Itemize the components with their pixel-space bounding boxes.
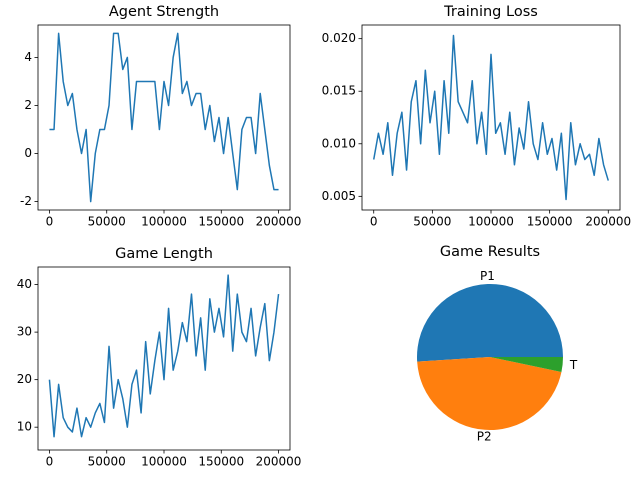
data-line: [372, 34, 609, 201]
pie-label: T: [569, 358, 578, 372]
pie-wedge: [417, 284, 563, 362]
x-tick-label: 100000: [141, 215, 187, 229]
chart-title: Game Length: [115, 246, 213, 262]
y-tick-label: 0.005: [322, 189, 356, 203]
data-line: [48, 274, 280, 438]
pie-label: P1: [480, 269, 495, 283]
x-tick-label: 0: [46, 215, 54, 229]
x-tick-label: 100000: [141, 455, 187, 469]
y-tick-label: 4: [24, 50, 32, 64]
x-tick-label: 100000: [468, 215, 514, 229]
x-tick-label: 50000: [88, 215, 126, 229]
pie-wedge: [490, 357, 563, 373]
x-tick-label: 150000: [198, 215, 244, 229]
axes-frame: [37, 266, 291, 451]
x-tick-label: 50000: [413, 215, 451, 229]
pie-wedge: [417, 357, 562, 430]
pie-label: P2: [477, 430, 492, 444]
x-tick-label: 200000: [585, 215, 631, 229]
y-tick-label: 40: [17, 277, 32, 291]
x-tick-label: 50000: [88, 455, 126, 469]
x-tick-label: 150000: [198, 455, 244, 469]
x-tick-label: 200000: [256, 215, 302, 229]
x-tick-label: 0: [370, 215, 378, 229]
y-tick-label: 2: [24, 98, 32, 112]
chart-title: Agent Strength: [109, 4, 219, 20]
x-tick-label: 0: [46, 455, 54, 469]
y-tick-label: 30: [17, 325, 32, 339]
chart-title: Game Results: [440, 244, 540, 260]
x-tick-label: 150000: [527, 215, 573, 229]
y-tick-label: 0.015: [322, 84, 356, 98]
y-tick-label: 20: [17, 372, 32, 386]
data-line: [49, 32, 279, 203]
chart-title: Training Loss: [443, 4, 538, 20]
y-tick-label: 0.020: [322, 31, 356, 45]
y-tick-label: -2: [20, 194, 32, 208]
y-tick-label: 0.010: [322, 136, 356, 150]
x-tick-label: 200000: [256, 455, 302, 469]
y-tick-label: 0: [24, 146, 32, 160]
y-tick-label: 10: [17, 420, 32, 434]
